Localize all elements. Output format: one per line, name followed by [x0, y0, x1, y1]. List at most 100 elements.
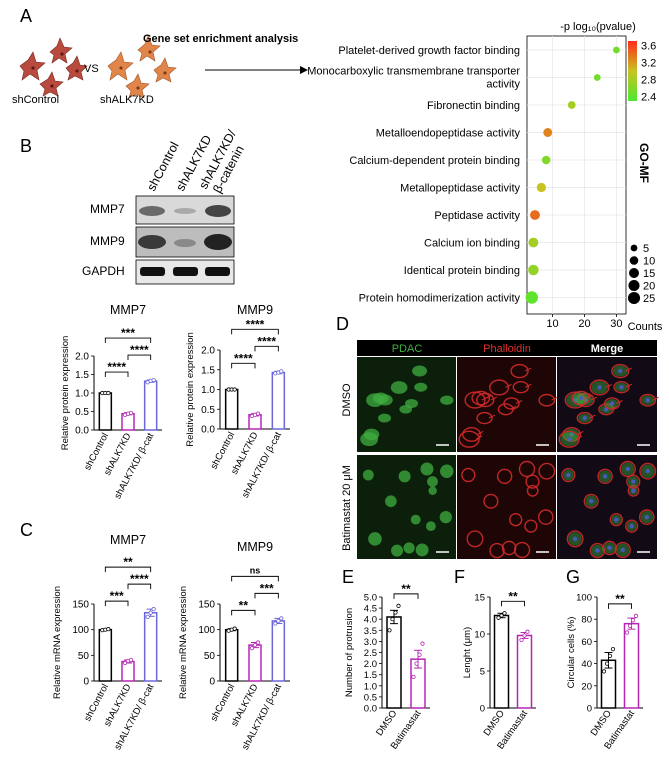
colorbar-tick-label: 2.8	[641, 75, 656, 87]
cell-outline	[589, 379, 610, 396]
cell-blob	[390, 381, 408, 394]
blot-protein-label: GAPDH	[82, 264, 125, 278]
panel-label-d: D	[336, 314, 349, 334]
data-point	[390, 617, 395, 622]
y-tick-label: 0	[587, 704, 592, 715]
data-point	[151, 607, 156, 612]
significance-bracket	[608, 603, 632, 609]
category-label: Protein homodimerization activity	[359, 293, 521, 305]
significance-bracket	[501, 600, 525, 607]
bar	[143, 611, 158, 682]
data-point	[604, 661, 610, 666]
cell-outline	[638, 509, 655, 525]
category-label: Calcium-dependent protein binding	[349, 155, 520, 167]
dot-point	[613, 46, 620, 54]
data-point	[414, 661, 419, 666]
blot-band	[205, 205, 231, 217]
size-legend-dot	[627, 291, 641, 305]
cell-outline	[518, 460, 536, 478]
data-point	[496, 615, 501, 620]
data-point	[601, 669, 607, 674]
bar	[248, 644, 262, 682]
cell-outline	[619, 460, 636, 478]
cell-blob	[420, 462, 434, 476]
data-point	[279, 369, 284, 374]
x-tick-label: 10	[546, 318, 558, 330]
y-tick-label: 3.5	[364, 626, 377, 637]
y-tick-label: 0.0	[364, 704, 377, 715]
cell-blob	[403, 542, 415, 554]
cell-outline	[471, 390, 491, 406]
category-label: Peptidase activity	[434, 210, 520, 222]
cell-blob	[415, 543, 429, 557]
y-tick-label: 0	[480, 704, 485, 715]
y-tick-label: 100	[576, 593, 592, 604]
blot-protein-label: MMP9	[90, 234, 125, 248]
dot-point	[543, 128, 553, 137]
significance-bracket	[104, 337, 152, 344]
significance-label: **	[239, 598, 249, 612]
significance-bracket	[104, 566, 152, 573]
y-axis-label: Relative mRNA expression	[52, 586, 63, 699]
cell-protrusion	[490, 396, 497, 401]
cell-blob	[410, 514, 421, 525]
cell-blob	[391, 544, 404, 557]
cell-outline	[602, 540, 617, 556]
size-legend-label: 5	[643, 243, 649, 255]
shcontrol-cells-icon	[19, 37, 88, 97]
cell-nucleus	[597, 385, 602, 390]
cell-outline	[462, 426, 481, 442]
y-tick-label: 0.5	[75, 407, 89, 418]
blot-band	[204, 234, 232, 250]
cell-protrusion	[525, 383, 532, 388]
bar	[143, 380, 158, 431]
cell-outline	[611, 363, 630, 379]
y-tick-label: 4.5	[364, 604, 377, 615]
blot-band	[139, 206, 165, 216]
blot-band	[174, 239, 196, 247]
cell-outline	[564, 391, 586, 409]
cell-blob	[362, 469, 374, 481]
micrograph-tile	[457, 455, 556, 559]
size-legend-label: 20	[643, 281, 655, 293]
bar	[271, 371, 286, 430]
cell-nucleus	[569, 432, 574, 437]
cell-protrusion	[590, 396, 598, 401]
cell-outline	[538, 462, 556, 480]
cell-protrusion	[551, 396, 558, 401]
y-tick-label: 15	[474, 593, 485, 604]
channel-label-merge: Merge	[591, 343, 623, 355]
data-point	[128, 410, 134, 416]
row-label-batimastat: Batimastat 20 μM	[341, 465, 353, 551]
x-tick-label: 20	[578, 318, 590, 330]
shalk7kd-label: shALK7KD	[100, 94, 154, 106]
cell-nucleus	[620, 547, 626, 553]
plot-frame	[526, 35, 627, 315]
y-axis-label: Relative protein expression	[185, 332, 196, 447]
size-legend-dot	[629, 268, 639, 278]
cell-protrusion	[588, 414, 596, 419]
bar	[516, 634, 533, 709]
cell-outline	[501, 540, 517, 556]
cell-protrusion	[625, 367, 632, 372]
data-point	[393, 610, 398, 615]
cell-outline	[562, 426, 582, 442]
y-tick-label: 80	[581, 615, 592, 626]
panel-a-illustration: shControl VS shALK7KD Gene set enrichmen…	[12, 33, 308, 106]
significance-bracket	[231, 609, 256, 616]
cell-nucleus	[629, 523, 634, 529]
significance-bracket	[104, 371, 129, 378]
significance-bracket	[127, 583, 152, 590]
cell-outline	[526, 484, 539, 497]
significance-label: ***	[260, 581, 274, 595]
size-legend-label: 15	[643, 268, 655, 280]
colorbar-tick-label: 3.2	[641, 57, 656, 69]
bar	[224, 628, 239, 682]
shcontrol-label: shControl	[12, 94, 59, 106]
cell-outline	[639, 462, 657, 480]
significance-bracket	[393, 593, 419, 599]
y-tick-label: 1.0	[75, 389, 89, 400]
cell-outline	[512, 380, 529, 394]
category-label: Fibronectin binding	[427, 100, 520, 112]
